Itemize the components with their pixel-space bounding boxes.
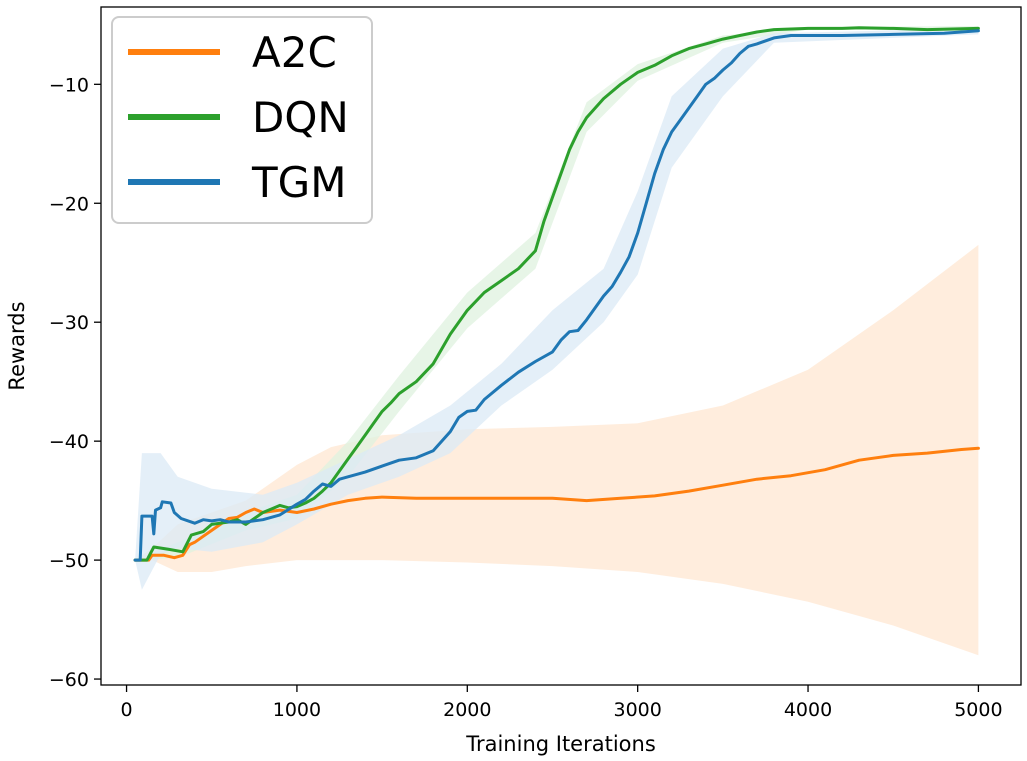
legend: A2C DQN TGM — [111, 16, 373, 224]
x-tick-label: 2000 — [443, 699, 491, 721]
x-tick-label: 1000 — [273, 699, 321, 721]
plot-frame — [100, 6, 1022, 686]
legend-label-tgm: TGM — [251, 158, 346, 207]
y-tick-label: −40 — [49, 431, 89, 453]
x-tick-label: 5000 — [954, 699, 1002, 721]
legend-label-dqn: DQN — [252, 93, 349, 142]
x-tick-label: 4000 — [784, 699, 832, 721]
series-lines — [133, 26, 980, 562]
series-line-dqn — [133, 26, 980, 562]
y-axis-ticks: −60 −50 −40 −30 −20 −10 — [49, 74, 101, 691]
series-line-tgm — [133, 29, 980, 562]
y-tick-label: −10 — [49, 74, 89, 96]
y-tick-label: −60 — [49, 669, 89, 691]
legend-box — [111, 16, 373, 224]
y-tick-label: −50 — [49, 550, 89, 572]
band-tgm — [135, 28, 979, 590]
legend-label-a2c: A2C — [252, 28, 337, 77]
x-tick-label: 3000 — [613, 699, 661, 721]
x-axis-label: Training Iterations — [465, 732, 656, 756]
x-axis-ticks: 0 1000 2000 3000 4000 5000 — [121, 685, 1003, 721]
y-tick-label: −30 — [49, 312, 89, 334]
y-tick-label: −20 — [49, 193, 89, 215]
band-a2c — [135, 244, 979, 656]
series-line-a2c — [133, 446, 980, 562]
y-axis-label: Rewards — [5, 301, 29, 390]
confidence-bands — [135, 26, 979, 656]
x-tick-label: 0 — [121, 699, 133, 721]
